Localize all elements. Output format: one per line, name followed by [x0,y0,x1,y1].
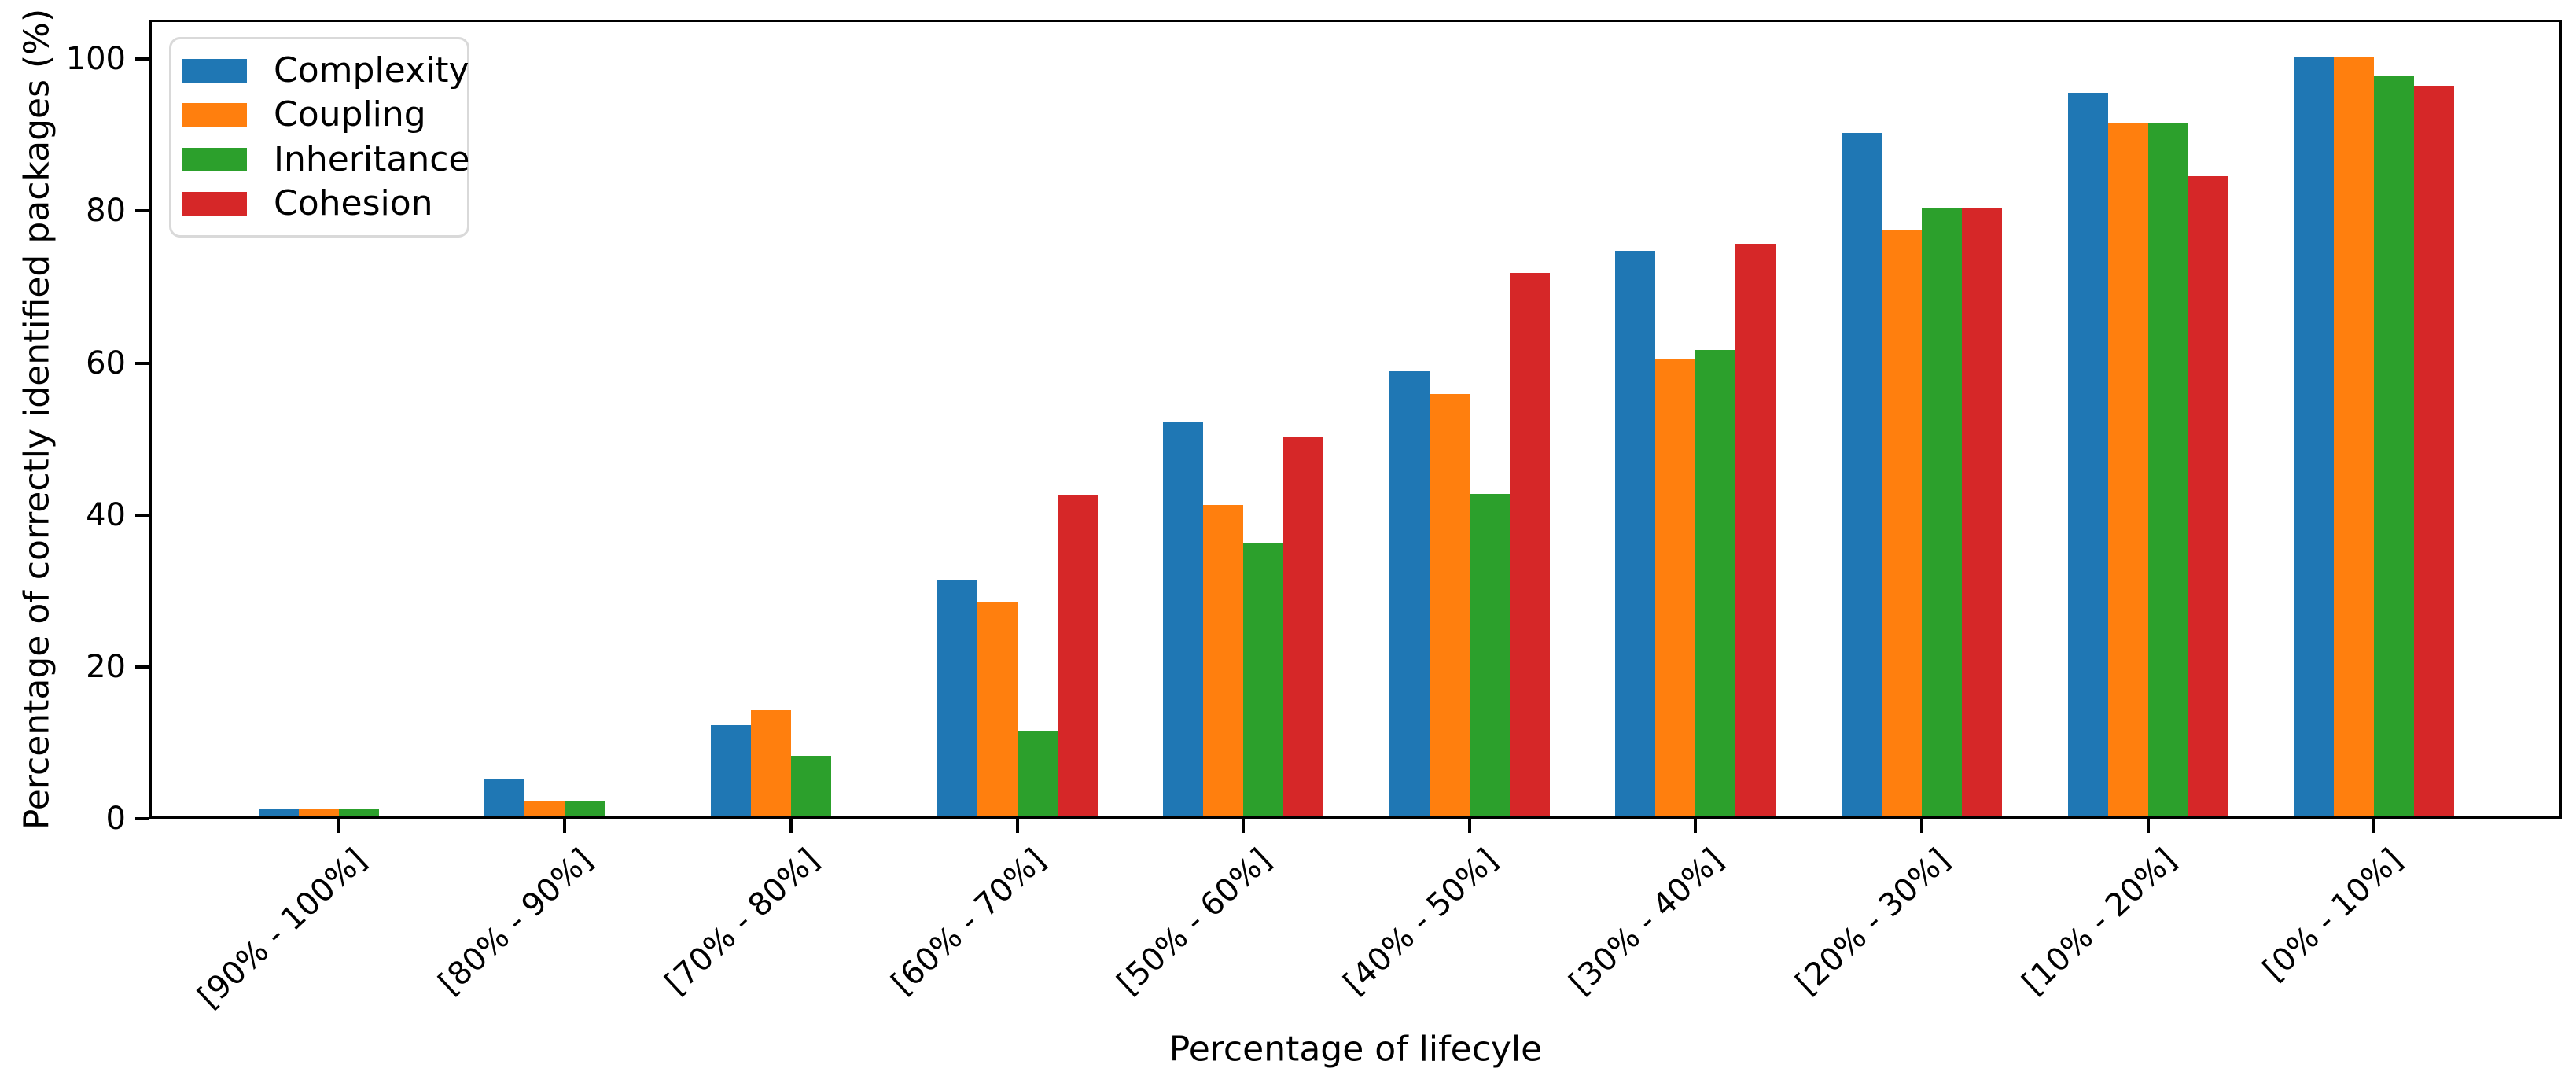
legend-item-complexity: Complexity [182,50,469,91]
x-tick-label: [10% - 20%] [2015,842,2184,1002]
bar-complexity-group8 [2067,92,2108,816]
bar-cohesion-group9 [2414,85,2455,816]
y-tick-label: 0 [105,801,126,837]
bar-inheritance-group2 [790,755,831,816]
legend-label: Cohesion [274,182,433,223]
y-tick-label: 80 [86,193,126,230]
y-tick-label: 40 [86,496,126,533]
bar-coupling-group8 [2107,123,2148,816]
bar-coupling-group1 [524,801,565,816]
legend-label: Complexity [274,50,469,91]
bar-complexity-group5 [1389,371,1430,816]
y-axis-label: Percentage of correctly identified packa… [17,8,57,831]
legend-item-inheritance: Inheritance [182,138,470,179]
bar-inheritance-group0 [338,809,379,816]
x-tick-label: [60% - 70%] [884,842,1053,1002]
bar-complexity-group4 [1163,421,1204,816]
bar-coupling-group4 [1203,505,1244,816]
legend-item-cohesion: Cohesion [182,186,467,221]
y-tick-mark [135,361,149,365]
legend-swatch-inheritance [182,147,247,171]
bar-cohesion-group8 [2188,175,2228,816]
x-tick-mark [563,819,567,833]
x-tick-mark [1694,819,1698,833]
bar-cohesion-group3 [1057,495,1098,816]
x-tick-label: [90% - 100%] [191,842,374,1016]
bar-inheritance-group3 [1017,730,1058,816]
y-tick-mark [135,209,149,213]
y-tick-mark [135,665,149,669]
legend-item-coupling: Coupling [182,98,467,132]
legend: Complexity Coupling Inheritance Cohesion [169,37,470,238]
x-tick-label: [80% - 90%] [432,842,601,1002]
bar-coupling-group2 [750,709,791,816]
bar-complexity-group6 [1615,251,1656,816]
bar-coupling-group9 [2334,57,2375,816]
bar-inheritance-group9 [2374,76,2415,816]
bar-complexity-group2 [710,725,751,816]
x-tick-mark [1919,819,1923,833]
x-tick-mark [1467,819,1471,833]
y-tick-mark [135,57,149,61]
x-tick-label: [0% - 10%] [2256,842,2409,989]
bar-coupling-group3 [977,602,1018,816]
bar-cohesion-group7 [1961,208,2002,816]
bar-cohesion-group5 [1509,272,1550,816]
x-tick-label: [70% - 80%] [658,842,826,1002]
x-tick-mark [337,819,340,833]
bar-inheritance-group4 [1243,543,1284,816]
bar-coupling-group0 [298,809,339,816]
y-tick-mark [135,817,149,820]
x-tick-label: [20% - 30%] [1789,842,1957,1002]
x-axis-label: Percentage of lifecyle [1168,1029,1543,1070]
x-tick-label: [30% - 40%] [1562,842,1731,1002]
y-tick-label: 100 [65,41,126,78]
bar-inheritance-group8 [2147,123,2188,816]
bar-cohesion-group4 [1283,437,1324,816]
legend-swatch-cohesion [182,191,247,216]
bar-complexity-group1 [484,778,525,816]
x-tick-mark [1015,819,1019,833]
bar-coupling-group6 [1655,358,1696,816]
x-tick-mark [2372,819,2376,833]
x-tick-mark [2146,819,2150,833]
bar-inheritance-group7 [1921,208,1962,816]
legend-swatch-coupling [182,103,247,127]
x-tick-mark [789,819,793,833]
bar-coupling-group5 [1429,394,1470,816]
x-tick-label: [50% - 60%] [1110,842,1279,1002]
bar-complexity-group7 [1841,132,1882,816]
legend-swatch-complexity [182,59,247,83]
y-tick-label: 60 [86,344,126,381]
bar-inheritance-group1 [565,801,605,816]
bar-cohesion-group6 [1735,243,1776,816]
bar-complexity-group9 [2294,57,2335,816]
x-tick-label: [40% - 50%] [1336,842,1505,1002]
bar-inheritance-group6 [1695,350,1736,816]
bar-inheritance-group5 [1469,493,1510,816]
y-tick-mark [135,513,149,517]
y-tick-label: 20 [86,648,126,685]
x-tick-mark [1242,819,1246,833]
bar-coupling-group7 [1881,230,1922,816]
bar-complexity-group3 [937,579,977,816]
bar-complexity-group0 [258,809,299,816]
legend-label: Coupling [274,94,426,135]
legend-label: Inheritance [274,138,470,179]
plot-area [149,20,2562,819]
